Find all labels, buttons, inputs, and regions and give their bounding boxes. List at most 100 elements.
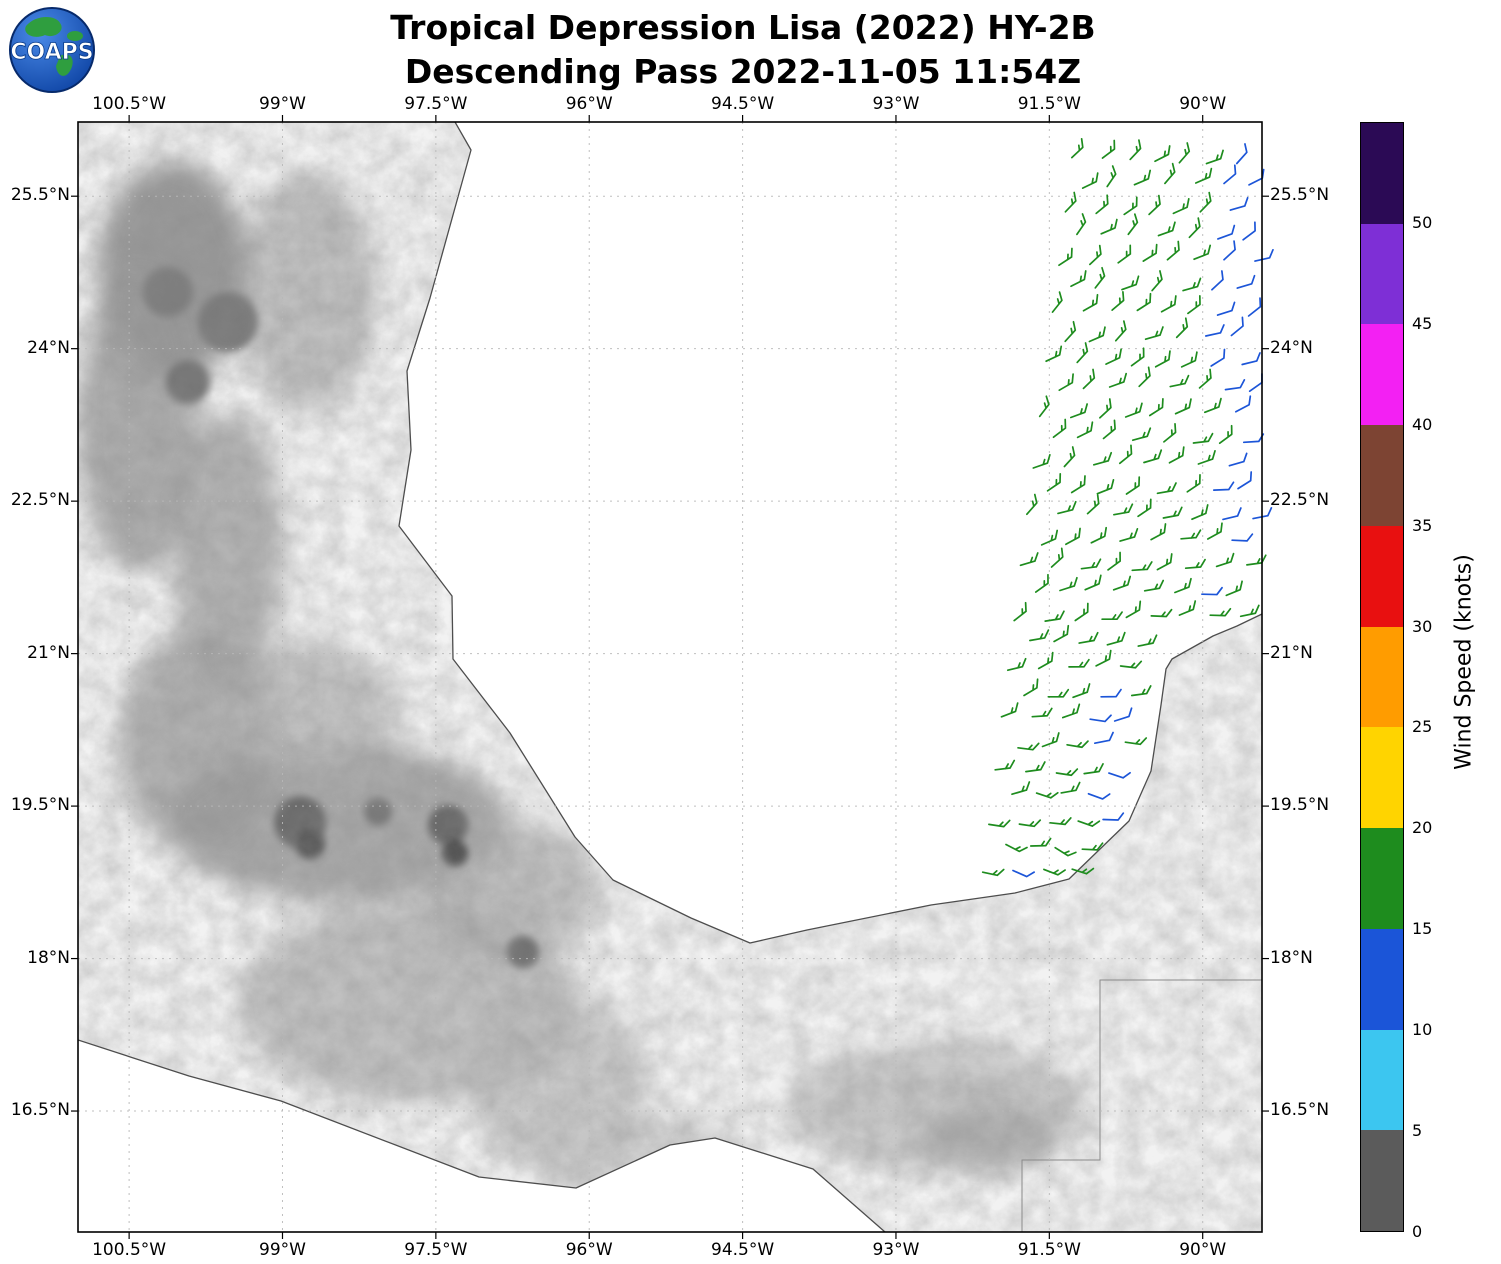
colorbar-tick-label: 30	[1412, 616, 1433, 636]
lat-tick-label-left: 22.5°N	[10, 490, 70, 511]
wind-barb	[1089, 244, 1102, 266]
wind-barb	[1090, 526, 1108, 544]
colorbar-tick-label: 35	[1412, 515, 1433, 535]
wind-barb	[1065, 527, 1081, 546]
wind-barb	[1242, 221, 1256, 241]
wind-barb	[1049, 817, 1072, 826]
lat-tick-label-right: 22.5°N	[1270, 490, 1330, 511]
wind-barb	[1154, 350, 1171, 368]
wind-barb	[1131, 561, 1153, 572]
lat-tick-label-right: 19.5°N	[1270, 795, 1330, 816]
gridlines	[71, 115, 1269, 1239]
wind-barb	[1201, 586, 1223, 596]
colorbar	[1360, 122, 1404, 1232]
colorbar-tick-label: 50	[1412, 212, 1433, 232]
wind-barb	[1124, 402, 1143, 418]
wind-barb	[1204, 324, 1225, 337]
wind-barb	[1178, 600, 1197, 616]
wind-barb	[1166, 240, 1180, 261]
wind-barb	[1096, 479, 1115, 495]
lat-tick-label-left: 19.5°N	[10, 795, 70, 816]
wind-barb	[1229, 196, 1249, 211]
wind-barb	[1105, 348, 1122, 365]
wind-barb	[1205, 149, 1224, 165]
wind-barb	[1076, 342, 1089, 364]
wind-barb	[1228, 452, 1248, 467]
wind-barb	[1175, 317, 1189, 339]
wind-barb	[1053, 624, 1070, 643]
colorbar-tick-label: 20	[1412, 818, 1433, 838]
wind-barb	[1017, 742, 1040, 751]
wind-barb	[1241, 352, 1261, 366]
wind-barb	[1029, 837, 1052, 847]
colorbar-tick-label: 0	[1412, 1222, 1423, 1241]
wind-barb	[1047, 688, 1070, 698]
wind-barb	[1046, 472, 1062, 492]
wind-barb	[1064, 191, 1077, 213]
wind-barb	[1102, 419, 1116, 440]
wind-barb	[1088, 326, 1106, 343]
wind-barb	[1107, 551, 1121, 571]
wind-barb	[1154, 145, 1171, 163]
map-border	[77, 121, 1263, 1233]
wind-barb	[1111, 291, 1125, 311]
wind-barb	[1237, 471, 1253, 490]
lat-tick-label-left: 25.5°N	[10, 185, 70, 206]
logo-continent-shape	[67, 31, 83, 41]
wind-barb	[1180, 529, 1202, 540]
wind-barb	[1239, 604, 1260, 618]
wind-barb	[1070, 137, 1084, 159]
wind-barb	[1055, 768, 1079, 777]
wind-barb	[1230, 316, 1244, 337]
wind-barb	[1119, 660, 1143, 669]
colorbar-tick-label: 5	[1412, 1121, 1423, 1141]
wind-barb	[1071, 867, 1095, 875]
colorbar-tick-label: 40	[1412, 414, 1433, 434]
coaps-logo: COAPS	[9, 7, 95, 93]
wind-barb	[1012, 869, 1035, 878]
colorbar-segment	[1361, 828, 1403, 929]
wind-barb	[1051, 291, 1063, 313]
wind-barb	[1156, 482, 1177, 495]
wind-barb	[1059, 576, 1078, 592]
wind-barb	[1106, 165, 1117, 188]
colorbar-segment	[1361, 1130, 1403, 1231]
wind-barb	[1084, 574, 1102, 591]
colorbar-segment	[1361, 223, 1403, 325]
wind-barb	[1050, 547, 1064, 568]
lat-tick-label-left: 24°N	[27, 337, 70, 358]
wind-barb	[1045, 345, 1063, 363]
wind-barb	[1119, 528, 1139, 542]
wind-barb	[1203, 397, 1222, 414]
wind-barb	[1031, 707, 1053, 718]
wind-barb	[1224, 379, 1246, 391]
wind-barb	[1070, 475, 1086, 494]
wind-barb	[1076, 421, 1094, 439]
wind-barb	[1095, 649, 1112, 667]
wind-barbs	[981, 137, 1274, 878]
wind-barb	[1144, 326, 1164, 341]
wind-barb	[1070, 270, 1087, 288]
wind-barb	[1148, 398, 1164, 417]
wind-barb	[1188, 217, 1201, 239]
wind-barb	[1127, 213, 1139, 236]
wind-barb	[1044, 610, 1065, 622]
colorbar-segment	[1361, 324, 1403, 426]
wind-barb	[1025, 761, 1046, 773]
wind-barb	[1136, 292, 1152, 312]
wind-barb	[1191, 504, 1209, 521]
wind-barb	[1019, 552, 1039, 567]
wind-barb	[1100, 688, 1122, 698]
wind-barb	[1072, 683, 1091, 699]
wind-barb	[1054, 846, 1077, 857]
wind-barb	[1099, 398, 1112, 419]
wind-barb	[1041, 732, 1060, 748]
wind-barb	[1000, 702, 1019, 718]
wind-barb	[1082, 293, 1099, 312]
wind-barb	[1131, 427, 1152, 442]
wind-barb	[1113, 503, 1134, 516]
colorbar-title: Wind Speed (knots)	[1451, 554, 1477, 770]
wind-barb	[1180, 351, 1198, 368]
wind-barb	[1081, 842, 1104, 851]
